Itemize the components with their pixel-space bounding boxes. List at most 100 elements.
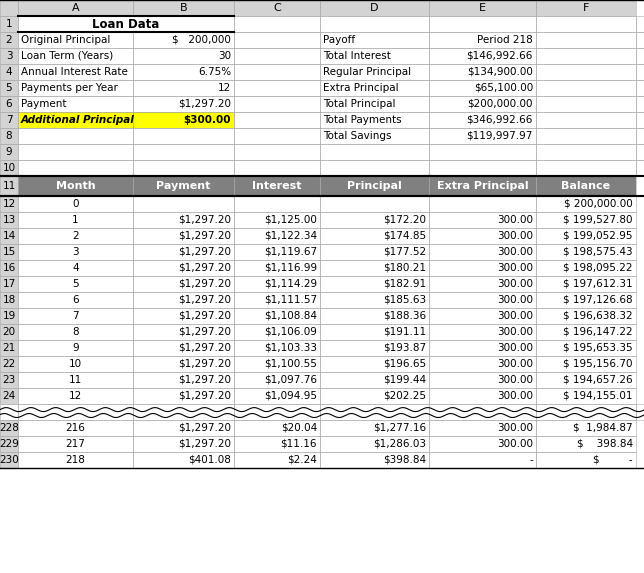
- Text: Original Principal: Original Principal: [21, 35, 110, 45]
- Bar: [320, 308, 429, 324]
- Bar: [133, 404, 234, 420]
- Bar: [0, 260, 18, 276]
- Bar: [536, 144, 636, 160]
- Text: $1,297.20: $1,297.20: [178, 439, 231, 449]
- Bar: [0, 16, 18, 32]
- Bar: [18, 16, 234, 32]
- Bar: [234, 340, 320, 356]
- Text: 14: 14: [3, 231, 15, 241]
- Bar: [429, 176, 536, 196]
- Bar: [636, 80, 644, 96]
- Text: $188.36: $188.36: [383, 311, 426, 321]
- Bar: [234, 128, 320, 144]
- Text: Extra Principal: Extra Principal: [323, 83, 399, 93]
- Bar: [429, 404, 536, 420]
- Text: $1,297.20: $1,297.20: [178, 311, 231, 321]
- Bar: [133, 128, 234, 144]
- Bar: [18, 452, 133, 468]
- Bar: [133, 144, 234, 160]
- Bar: [18, 128, 133, 144]
- Bar: [429, 64, 536, 80]
- Bar: [429, 48, 536, 64]
- Text: 300.00: 300.00: [497, 215, 533, 225]
- Bar: [0, 48, 18, 64]
- Text: 7: 7: [72, 311, 79, 321]
- Bar: [18, 244, 133, 260]
- Bar: [429, 436, 536, 452]
- Bar: [18, 292, 133, 308]
- Text: 8: 8: [72, 327, 79, 337]
- Bar: [18, 112, 133, 128]
- Bar: [18, 212, 133, 228]
- Bar: [536, 32, 636, 48]
- Bar: [0, 160, 18, 176]
- Bar: [536, 64, 636, 80]
- Bar: [234, 96, 320, 112]
- Bar: [18, 64, 133, 80]
- Text: $1,297.20: $1,297.20: [178, 247, 231, 257]
- Bar: [636, 404, 644, 420]
- Text: 218: 218: [66, 455, 86, 465]
- Text: $146,992.66: $146,992.66: [467, 51, 533, 61]
- Bar: [429, 436, 536, 452]
- Bar: [133, 212, 234, 228]
- Bar: [234, 48, 320, 64]
- Bar: [133, 64, 234, 80]
- Bar: [133, 80, 234, 96]
- Bar: [234, 196, 320, 212]
- Bar: [234, 80, 320, 96]
- Text: 22: 22: [3, 359, 15, 369]
- Text: 216: 216: [66, 423, 86, 433]
- Bar: [320, 48, 429, 64]
- Text: $1,297.20: $1,297.20: [178, 423, 231, 433]
- Bar: [320, 324, 429, 340]
- Bar: [536, 276, 636, 292]
- Text: 21: 21: [3, 343, 15, 353]
- Bar: [234, 292, 320, 308]
- Bar: [133, 340, 234, 356]
- Bar: [429, 112, 536, 128]
- Bar: [636, 112, 644, 128]
- Bar: [320, 196, 429, 212]
- Bar: [18, 372, 133, 388]
- Bar: [0, 96, 18, 112]
- Bar: [133, 96, 234, 112]
- Bar: [234, 244, 320, 260]
- Bar: [234, 80, 320, 96]
- Bar: [0, 436, 18, 452]
- Bar: [0, 420, 18, 436]
- Text: $ 194,657.26: $ 194,657.26: [564, 375, 633, 385]
- Bar: [636, 32, 644, 48]
- Bar: [429, 260, 536, 276]
- Bar: [320, 356, 429, 372]
- Bar: [536, 212, 636, 228]
- Text: D: D: [370, 3, 379, 13]
- Text: $200,000.00: $200,000.00: [468, 99, 533, 109]
- Text: $  1,984.87: $ 1,984.87: [573, 423, 633, 433]
- Text: 6: 6: [6, 99, 12, 109]
- Bar: [320, 160, 429, 176]
- Bar: [234, 32, 320, 48]
- Bar: [18, 436, 133, 452]
- Bar: [320, 144, 429, 160]
- Bar: [0, 16, 18, 32]
- Bar: [320, 160, 429, 176]
- Bar: [429, 244, 536, 260]
- Bar: [0, 96, 18, 112]
- Bar: [536, 260, 636, 276]
- Text: $1,108.84: $1,108.84: [264, 311, 317, 321]
- Bar: [0, 244, 18, 260]
- Bar: [18, 404, 133, 420]
- Bar: [234, 48, 320, 64]
- Bar: [0, 144, 18, 160]
- Bar: [320, 244, 429, 260]
- Text: 300.00: 300.00: [497, 263, 533, 273]
- Bar: [536, 324, 636, 340]
- Bar: [234, 212, 320, 228]
- Bar: [234, 32, 320, 48]
- Text: 11: 11: [3, 181, 15, 191]
- Bar: [0, 340, 18, 356]
- Bar: [636, 64, 644, 80]
- Text: E: E: [479, 3, 486, 13]
- Bar: [429, 0, 536, 16]
